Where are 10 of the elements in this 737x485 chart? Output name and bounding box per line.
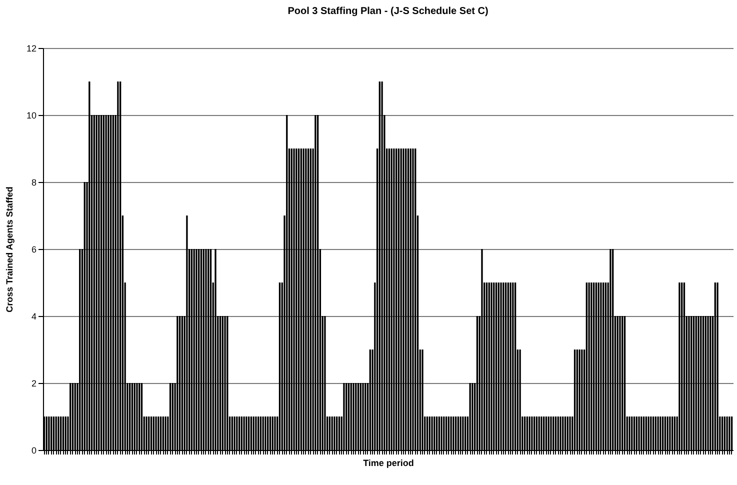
- y-tick-label: 2: [31, 378, 36, 388]
- y-tick-label: 8: [31, 178, 36, 188]
- x-axis-title: Time period: [363, 458, 414, 468]
- y-tick-label: 12: [26, 44, 36, 54]
- chart-title: Pool 3 Staffing Plan - (J-S Schedule Set C): [288, 6, 488, 17]
- y-tick-label: 6: [31, 244, 36, 254]
- y-tick-label: 10: [26, 110, 36, 120]
- y-tick-label: 0: [31, 446, 36, 456]
- y-axis-title: Cross Trained Agents Staffed: [4, 186, 14, 312]
- y-tick-label: 4: [31, 312, 36, 322]
